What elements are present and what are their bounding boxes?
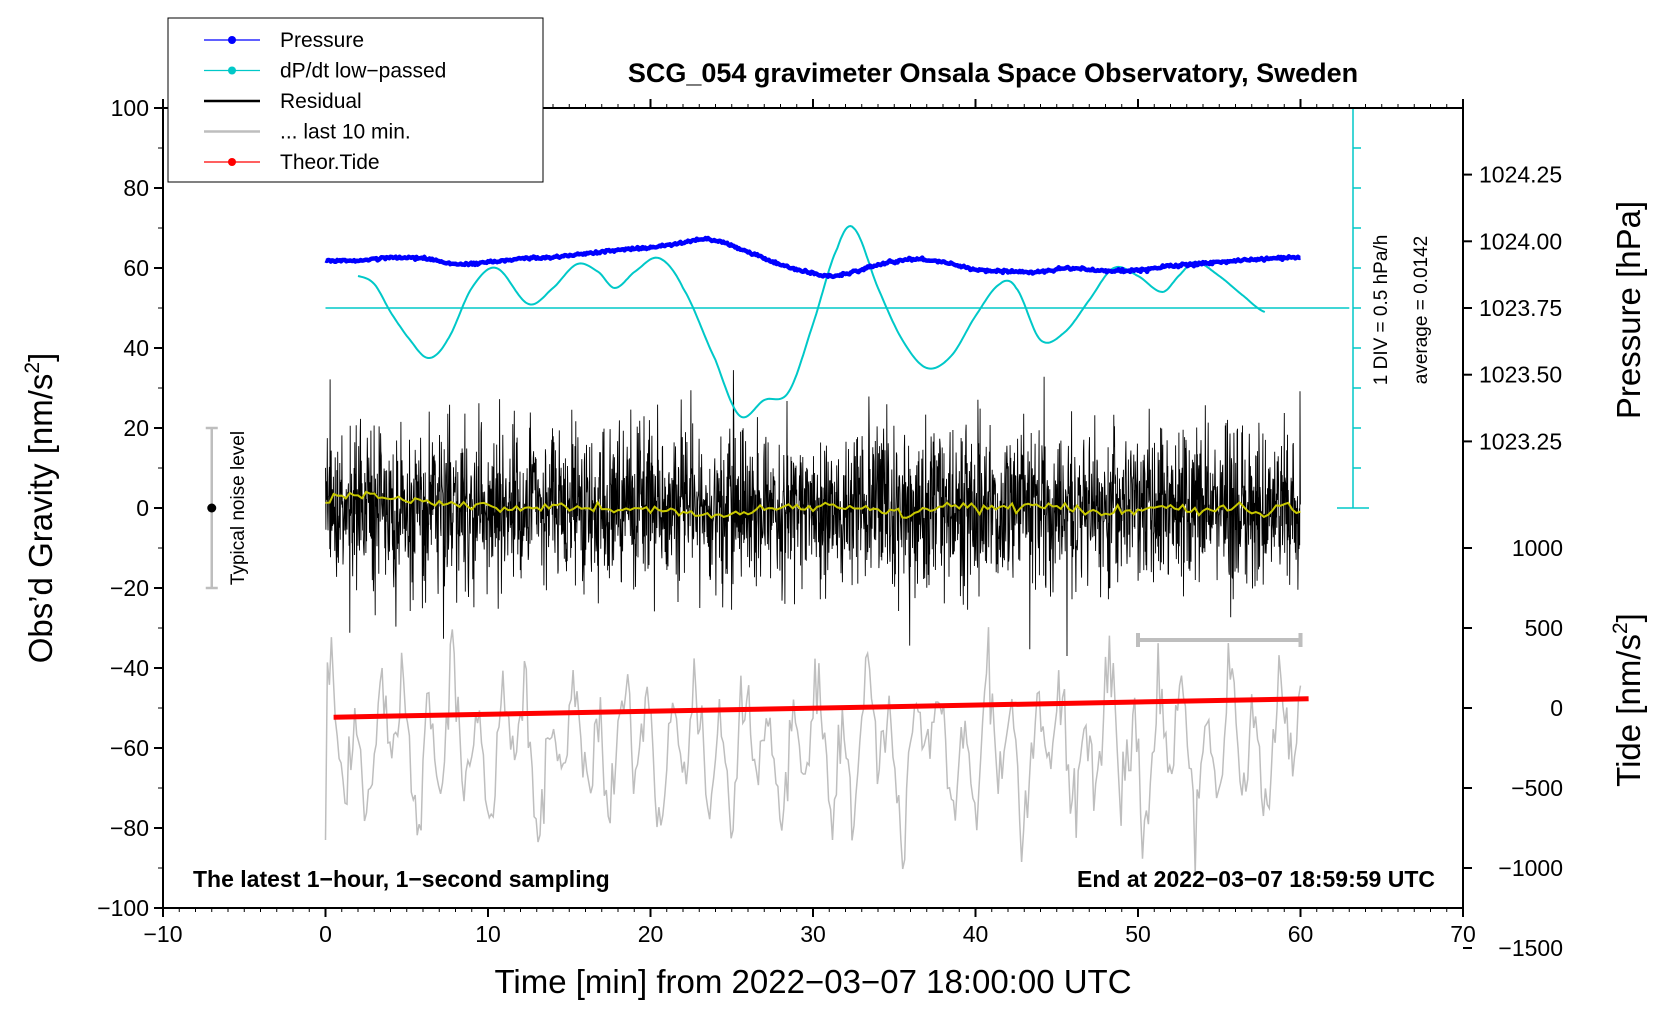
legend-item: Pressure — [204, 29, 364, 52]
noise-level-dot — [207, 503, 217, 513]
end-time-note: End at 2022−03−07 18:59:59 UTC — [1077, 866, 1435, 892]
series-pressure — [324, 235, 1302, 280]
average-label: average = 0.0142 — [1411, 236, 1432, 384]
y-tick-label: 40 — [123, 335, 149, 361]
sampling-note: The latest 1−hour, 1−second sampling — [193, 866, 610, 892]
chart-title: SCG_054 gravimeter Onsala Space Observat… — [628, 58, 1358, 88]
legend-marker — [228, 66, 236, 75]
y-axis-title-tide: Tide [nm/s2] — [1609, 613, 1647, 787]
x-tick-label: 50 — [1125, 921, 1151, 947]
x-tick-label: 30 — [800, 921, 826, 947]
x-tick-label: 70 — [1450, 921, 1476, 947]
y-tick-label: −80 — [110, 815, 149, 841]
y-tick-label: 20 — [123, 415, 149, 441]
legend-marker — [228, 158, 236, 166]
y-tick-label: −100 — [97, 895, 149, 921]
series-residual-smoothed — [325, 490, 1301, 520]
pressure-tick-label: 1024.00 — [1479, 228, 1562, 254]
y-axis-title-tide-sup: 2 — [1609, 622, 1632, 634]
div-scale-label: 1 DIV = 0.5 hPa/h — [1371, 235, 1392, 386]
x-axis-title: Time [min] from 2022−03−07 18:00:00 UTC — [494, 963, 1131, 1000]
pressure-tick-label: 1023.25 — [1479, 428, 1562, 454]
y-tick-label: 60 — [123, 255, 149, 281]
y-tick-label: −60 — [110, 735, 149, 761]
series-dpdt-lowpassed — [357, 224, 1266, 419]
legend-label: dP/dt low−passed — [280, 60, 446, 83]
y-axis-title-pressure: Pressure [hPa] — [1610, 201, 1647, 419]
tide-tick-label: 500 — [1525, 615, 1563, 641]
x-tick-label: −10 — [143, 921, 182, 947]
legend-item: ... last 10 min. — [204, 121, 411, 144]
y-axis-title-left-close: ] — [22, 353, 59, 362]
legend-label: Pressure — [280, 29, 364, 52]
tide-tick-label: −1000 — [1498, 855, 1563, 881]
pressure-tick-label: 1023.50 — [1479, 362, 1562, 388]
legend-item: dP/dt low−passed — [204, 60, 446, 83]
noise-level-label: Typical noise level — [228, 431, 249, 585]
legend-label: Theor.Tide — [280, 151, 380, 174]
y-axis-title-tide-close: ] — [1610, 613, 1647, 622]
y-tick-label: −40 — [110, 655, 149, 681]
legend-label: ... last 10 min. — [280, 121, 411, 144]
legend-item: Residual — [204, 90, 362, 113]
data-layer — [324, 224, 1350, 874]
y-axis-title-tide-main: Tide [nm/s — [1610, 634, 1647, 787]
y-axis-title-left-main: Obs’d Gravity [nm/s — [22, 374, 59, 664]
x-tick-label: 0 — [319, 921, 332, 947]
x-tick-label: 10 — [475, 921, 501, 947]
legend: Pressure dP/dt low−passed Residual ... last… — [167, 17, 544, 183]
pressure-tick-label: 1023.75 — [1479, 295, 1562, 321]
x-tick-label: 60 — [1288, 921, 1314, 947]
y-tick-label: 100 — [111, 95, 149, 121]
y-tick-label: −20 — [110, 575, 149, 601]
tide-tick-label: −500 — [1511, 775, 1563, 801]
legend-label: Residual — [280, 90, 362, 113]
legend-marker — [228, 36, 236, 44]
axes-layer: −10 0 10 20 30 40 50 60 70−100−80−60−40−20020406… — [97, 95, 1563, 961]
tide-tick-label: −1500 — [1498, 935, 1563, 961]
x-tick-label: 20 — [638, 921, 664, 947]
y-axis-title-left: Obs’d Gravity [nm/s2] — [21, 353, 59, 664]
series-theor-tide — [333, 696, 1309, 720]
y-axis-title-left-sup: 2 — [21, 362, 44, 374]
y-tick-label: 80 — [123, 175, 149, 201]
series-last-10-min — [324, 627, 1302, 874]
pressure-tick-label: 1024.25 — [1479, 162, 1562, 188]
series-residual — [325, 370, 1301, 657]
legend-item: Theor.Tide — [204, 151, 380, 174]
tide-tick-label: 0 — [1550, 695, 1563, 721]
x-tick-label: 40 — [963, 921, 989, 947]
tide-tick-label: 1000 — [1512, 535, 1563, 561]
y-tick-label: 0 — [136, 495, 149, 521]
